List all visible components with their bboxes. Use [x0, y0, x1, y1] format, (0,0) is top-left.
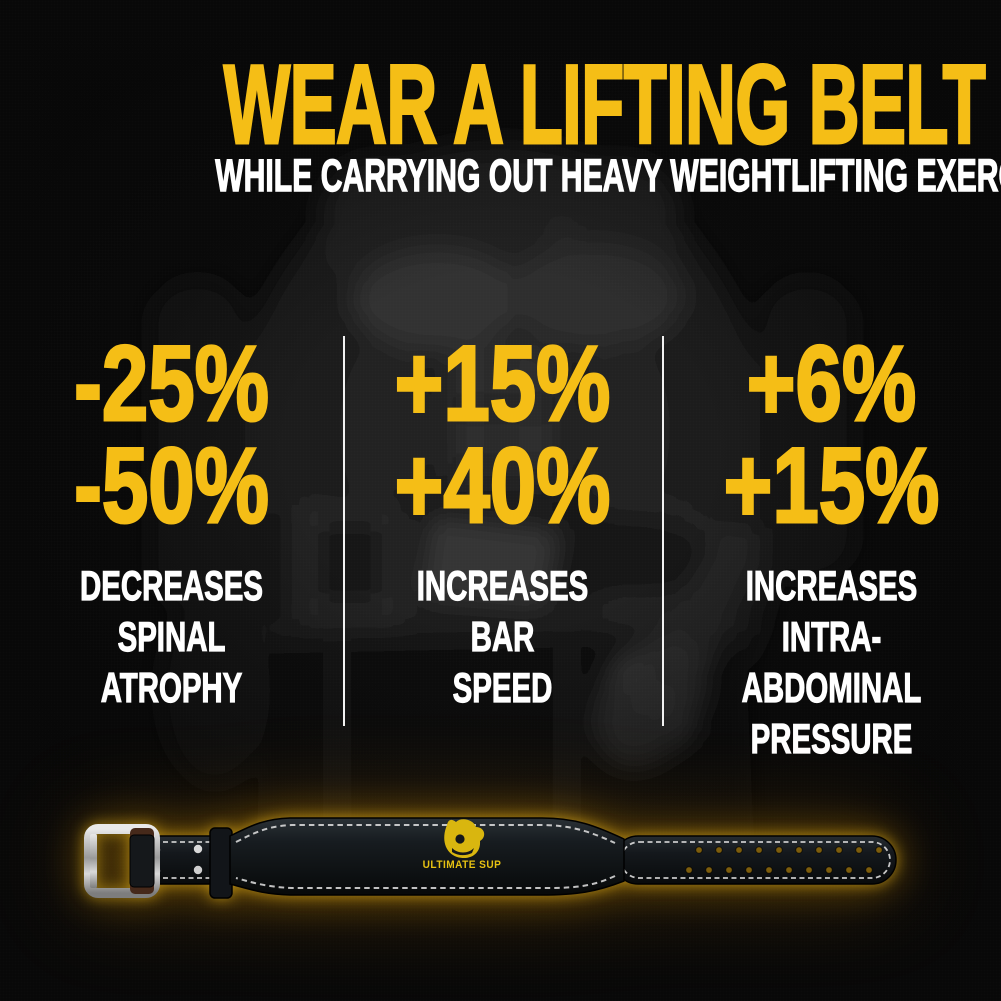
belt-strap-right	[613, 835, 897, 885]
stat-value: +40%	[393, 425, 611, 545]
brand-logo-text: ULTIMATE SUP	[423, 859, 502, 871]
column-divider	[343, 336, 345, 726]
stat-value: +15%	[393, 323, 611, 443]
stat-label: INCREASES INTRA-ABDOMINAL PRESSURE	[713, 560, 950, 764]
page-subtitle: WHILE CARRYING OUT HEAVY WEIGHTLIFTING E…	[0, 149, 1001, 202]
stat-value: +15%	[722, 425, 940, 545]
stat-value: +6%	[746, 323, 918, 443]
belt-pad	[229, 817, 625, 896]
stat-values: -25% -50%	[38, 323, 306, 545]
lifting-belt-image: ULTIMATE SUP	[84, 817, 897, 899]
stat-label-line: ATROPHY	[100, 663, 243, 711]
stat-label: INCREASES BAR SPEED	[391, 560, 614, 713]
stat-label-line: INCREASES	[745, 561, 918, 609]
belt-rivet	[193, 865, 203, 875]
stats-row: -25% -50% DECREASES SPINAL ATROPHY +15% …	[0, 320, 1001, 763]
stat-label-line: DECREASES	[80, 561, 264, 609]
stat-column-spinal-atrophy: -25% -50% DECREASES SPINAL ATROPHY	[0, 320, 343, 740]
page-title: WEAR A LIFTING BELT	[0, 42, 1001, 167]
belt-keeper-loop	[129, 828, 155, 894]
stat-label-line: SPEED	[452, 663, 553, 711]
stat-values: +6% +15%	[699, 323, 963, 545]
column-divider	[662, 336, 664, 726]
product-belt: ULTIMATE SUP	[84, 798, 909, 935]
stat-label-line: BAR	[470, 612, 535, 660]
stat-column-intra-abdominal-pressure: +6% +15% INCREASES INTRA-ABDOMINAL PRESS…	[662, 320, 1001, 763]
page-title-text: WEAR A LIFTING BELT	[223, 42, 987, 167]
stat-label-line: SPINAL	[117, 612, 226, 660]
stat-value: -50%	[73, 425, 270, 545]
stat-value: -25%	[73, 323, 270, 443]
page-subtitle-text: WHILE CARRYING OUT HEAVY WEIGHTLIFTING E…	[215, 149, 1001, 201]
belt-rivet	[193, 844, 203, 854]
stat-values: +15% +40%	[378, 323, 627, 545]
stat-column-bar-speed: +15% +40% INCREASES BAR SPEED	[343, 320, 662, 740]
stat-label-line: PRESSURE	[750, 714, 913, 762]
stat-label-line: INCREASES	[416, 561, 589, 609]
stat-label-line: INTRA-ABDOMINAL	[741, 612, 922, 711]
stat-label: DECREASES SPINAL ATROPHY	[51, 560, 291, 713]
belt-keeper-loop	[209, 827, 233, 899]
